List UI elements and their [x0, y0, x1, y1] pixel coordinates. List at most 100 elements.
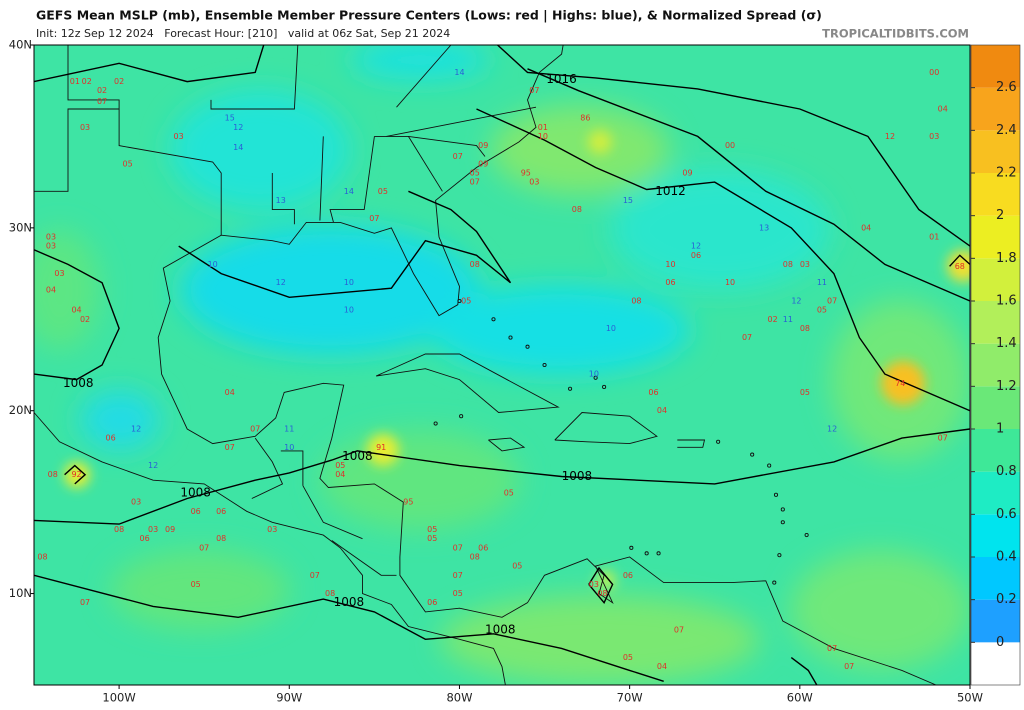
colorbar-tick-label: 0.2 — [996, 592, 1017, 607]
pressure-center: 03 — [46, 242, 56, 251]
colorbar-band — [971, 301, 1020, 344]
coastline — [396, 45, 452, 108]
pressure-center: 05 — [461, 297, 471, 306]
island — [593, 375, 598, 380]
island — [629, 545, 634, 550]
pressure-center: 04 — [46, 286, 56, 295]
pressure-center: 02 — [97, 86, 107, 95]
pressure-center: 05 — [427, 525, 437, 534]
pressure-center: 07 — [453, 571, 463, 580]
coastline — [319, 136, 324, 221]
island — [644, 551, 649, 556]
island — [568, 386, 573, 391]
colorbar-tick-label: 0.4 — [996, 550, 1017, 565]
isobar-line — [790, 657, 818, 685]
pressure-center: 04 — [861, 223, 871, 232]
colorbar-tick-label: 1 — [996, 422, 1004, 437]
pressure-center: 05 — [335, 461, 345, 470]
colorbar-band — [971, 258, 1020, 301]
isobar-label: 1008 — [334, 595, 365, 609]
isobar-line — [34, 428, 970, 525]
pressure-center: 06 — [427, 598, 437, 607]
isobar-line — [476, 108, 970, 412]
pressure-center: 13 — [759, 223, 769, 232]
pressure-center: 06 — [191, 507, 201, 516]
pressure-center: 08 — [783, 260, 793, 269]
pressure-center: 08 — [37, 553, 47, 562]
pressure-center: 92 — [71, 470, 81, 479]
coastline — [677, 439, 706, 448]
pressure-center: 14 — [454, 68, 464, 77]
lon-tick-label: 90W — [276, 691, 302, 705]
pressure-center: 06 — [105, 434, 115, 443]
pressure-center: 03 — [929, 132, 939, 141]
isobar-line — [178, 190, 512, 299]
island — [508, 335, 513, 340]
pressure-center: 08 — [572, 205, 582, 214]
pressure-center: 02 — [767, 315, 777, 324]
pressure-center: 07 — [369, 214, 379, 223]
colorbar-tick-label: 2.6 — [996, 80, 1017, 95]
isobar-line — [64, 464, 87, 485]
pressure-center: 11 — [817, 278, 827, 287]
lat-tick-label: 30N — [9, 220, 32, 234]
pressure-center: 07 — [97, 97, 107, 106]
island — [777, 553, 782, 558]
pressure-center: 08 — [216, 534, 226, 543]
pressure-center: 09 — [165, 525, 175, 534]
coastline — [375, 353, 560, 413]
pressure-center: 04 — [71, 306, 81, 315]
pressure-center: 06 — [478, 543, 488, 552]
pressure-center: 95 — [403, 498, 413, 507]
pressure-center: 09 — [682, 169, 692, 178]
pressure-center: 12 — [791, 297, 801, 306]
subtitle: Init: 12z Sep 12 2024 Forecast Hour: [21… — [36, 27, 450, 40]
island — [772, 580, 777, 585]
coastline — [374, 135, 486, 157]
pressure-center: 10 — [284, 443, 294, 452]
colorbar-band — [971, 215, 1020, 259]
colorbar-band — [971, 642, 1020, 685]
island — [750, 452, 755, 457]
pressure-center: 12 — [233, 123, 243, 132]
pressure-center: 05 — [378, 187, 388, 196]
pressure-center: 13 — [276, 196, 286, 205]
island — [780, 520, 785, 525]
colorbar-band — [971, 514, 1020, 557]
pressure-center: 12 — [827, 425, 837, 434]
coastline — [34, 412, 506, 685]
pressure-center: 03 — [589, 580, 599, 589]
pressure-center: 08 — [48, 470, 58, 479]
coastline — [157, 300, 937, 685]
pressure-center: 09 — [478, 159, 488, 168]
isobar-label: 1008 — [342, 449, 373, 463]
pressure-center: 07 — [674, 626, 684, 635]
colorbar-tick-label: 0.6 — [996, 507, 1017, 522]
pressure-center: 10 — [344, 278, 354, 287]
pressure-center: 03 — [46, 233, 56, 242]
coastline — [408, 136, 443, 192]
pressure-center: 14 — [233, 143, 243, 152]
colorbar-tick-label: 0 — [996, 635, 1004, 650]
pressure-center: 07 — [310, 571, 320, 580]
pressure-center: 04 — [657, 662, 667, 671]
island — [433, 421, 438, 426]
colorbar-tick-label: 2.4 — [996, 123, 1017, 138]
coastline — [302, 485, 363, 540]
pressure-center: 00 — [929, 68, 939, 77]
lon-tick-label: 70W — [617, 691, 643, 705]
lon-tick-label: 100W — [102, 691, 135, 705]
pressure-center: 12 — [691, 242, 701, 251]
pressure-center: 08 — [800, 324, 810, 333]
pressure-center: 05 — [191, 580, 201, 589]
island — [459, 414, 464, 419]
pressure-center: 03 — [174, 132, 184, 141]
pressure-center: 03 — [148, 525, 158, 534]
pressure-center: 06 — [140, 534, 150, 543]
isobar-label: 1008 — [180, 486, 211, 500]
colorbar-band — [971, 386, 1020, 429]
pressure-center: 12 — [276, 278, 286, 287]
pressure-center: 03 — [131, 498, 141, 507]
pressure-center: 04 — [335, 470, 345, 479]
